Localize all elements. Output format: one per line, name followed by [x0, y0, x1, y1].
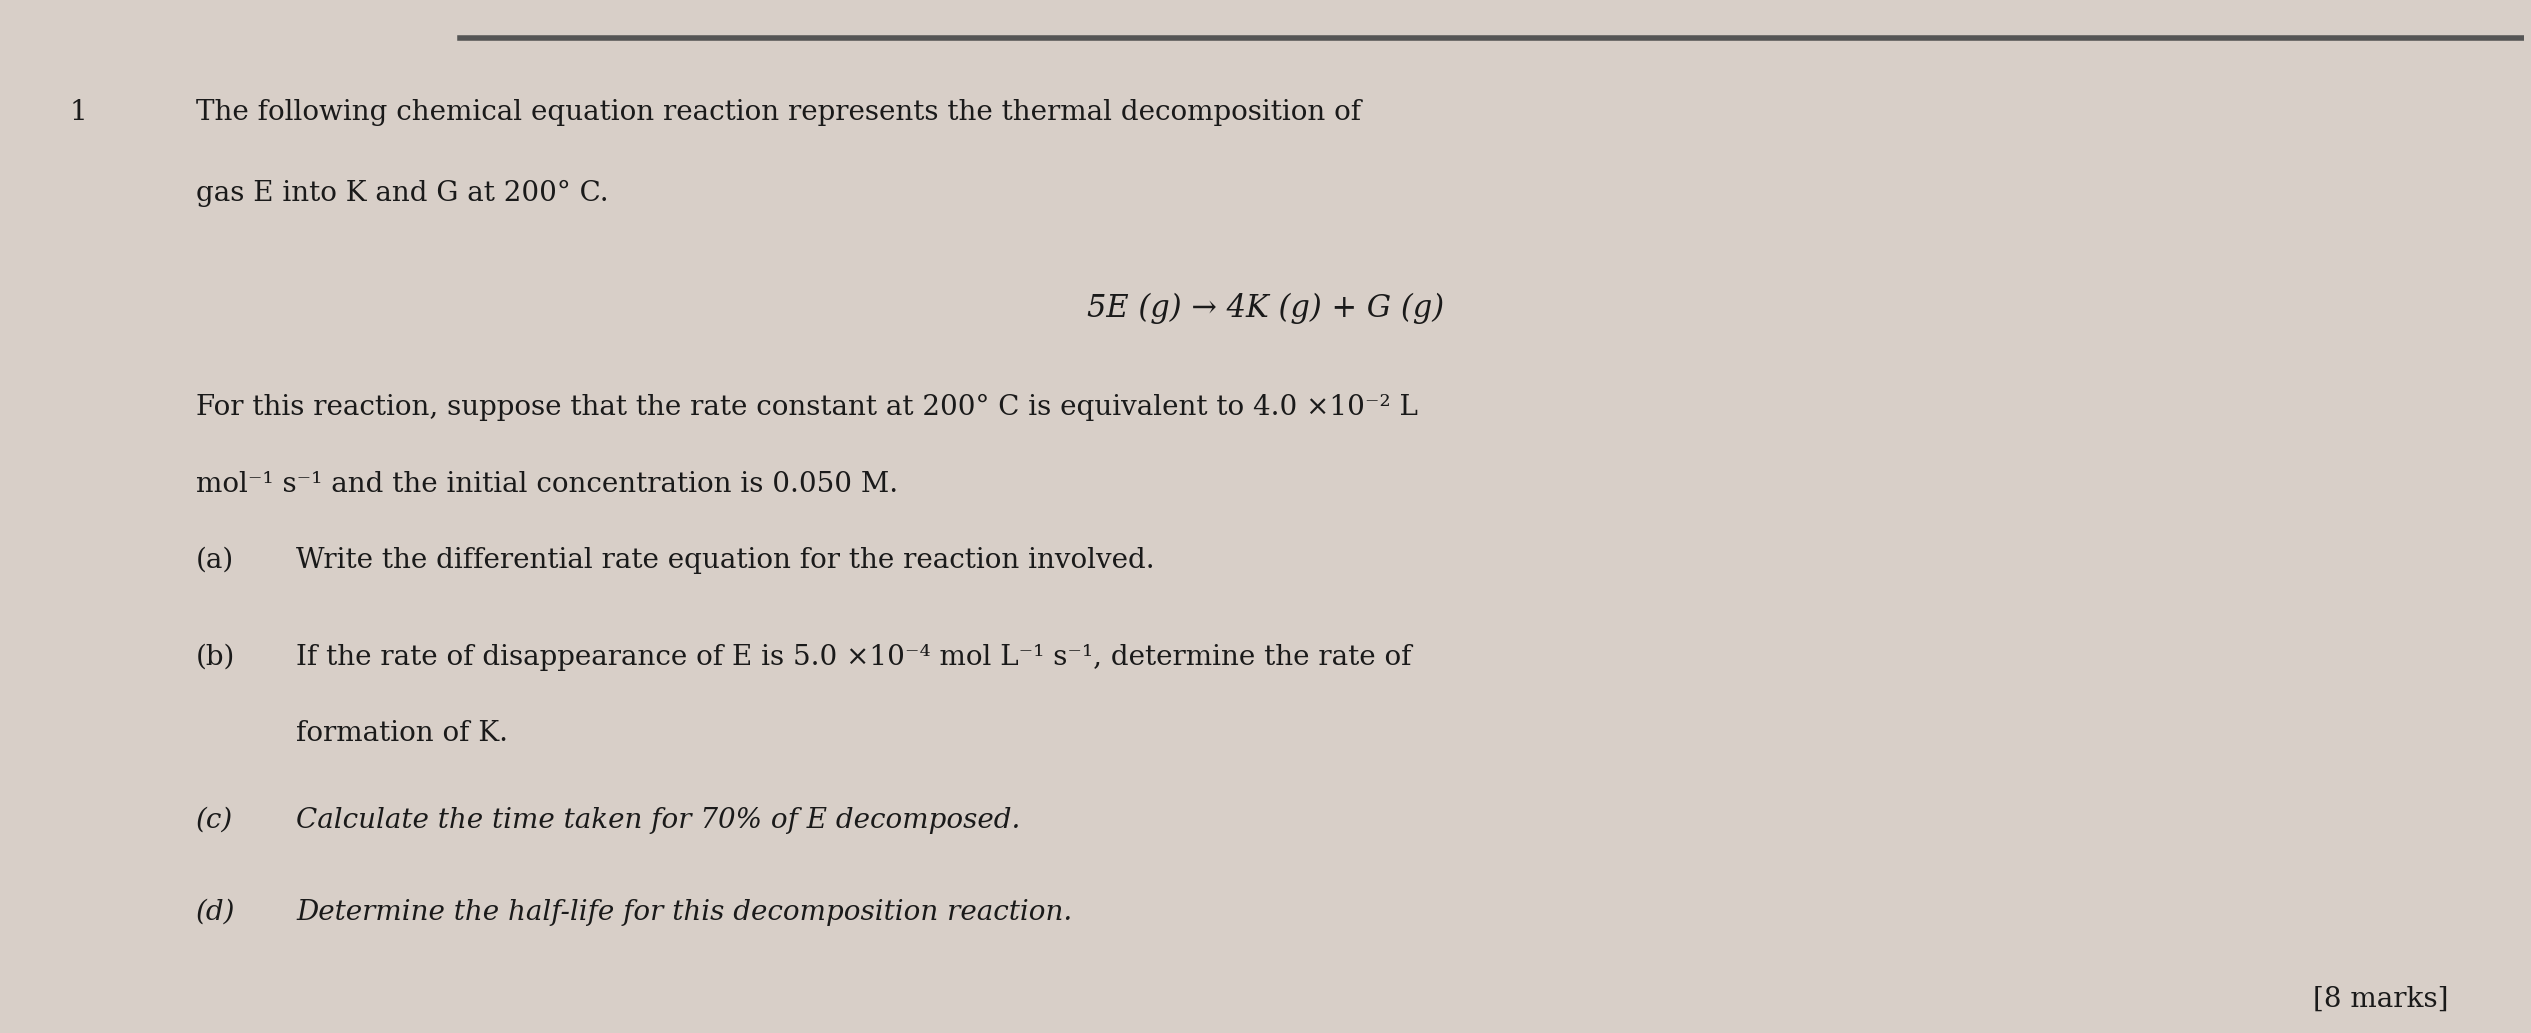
Text: 5E (g) → 4K (g) + G (g): 5E (g) → 4K (g) + G (g)	[1086, 292, 1445, 323]
Text: For this reaction, suppose that the rate constant at 200° C is equivalent to 4.0: For this reaction, suppose that the rate…	[195, 395, 1417, 421]
Text: gas E into K and G at 200° C.: gas E into K and G at 200° C.	[195, 180, 607, 208]
Text: (b): (b)	[195, 644, 235, 670]
Text: (c): (c)	[195, 807, 233, 834]
Text: 1: 1	[71, 99, 89, 126]
Text: (a): (a)	[195, 547, 233, 574]
Text: formation of K.: formation of K.	[296, 720, 509, 747]
Text: Determine the half-life for this decomposition reaction.: Determine the half-life for this decompo…	[296, 899, 1073, 926]
Text: The following chemical equation reaction represents the thermal decomposition of: The following chemical equation reaction…	[195, 99, 1362, 126]
Text: Write the differential rate equation for the reaction involved.: Write the differential rate equation for…	[296, 547, 1154, 574]
Text: [8 marks]: [8 marks]	[2313, 985, 2447, 1012]
Text: (d): (d)	[195, 899, 235, 926]
Text: Calculate the time taken for 70% of E decomposed.: Calculate the time taken for 70% of E de…	[296, 807, 1020, 834]
Text: mol⁻¹ s⁻¹ and the initial concentration is 0.050 M.: mol⁻¹ s⁻¹ and the initial concentration …	[195, 471, 899, 498]
Text: If the rate of disappearance of E is 5.0 ×10⁻⁴ mol L⁻¹ s⁻¹, determine the rate o: If the rate of disappearance of E is 5.0…	[296, 644, 1412, 670]
